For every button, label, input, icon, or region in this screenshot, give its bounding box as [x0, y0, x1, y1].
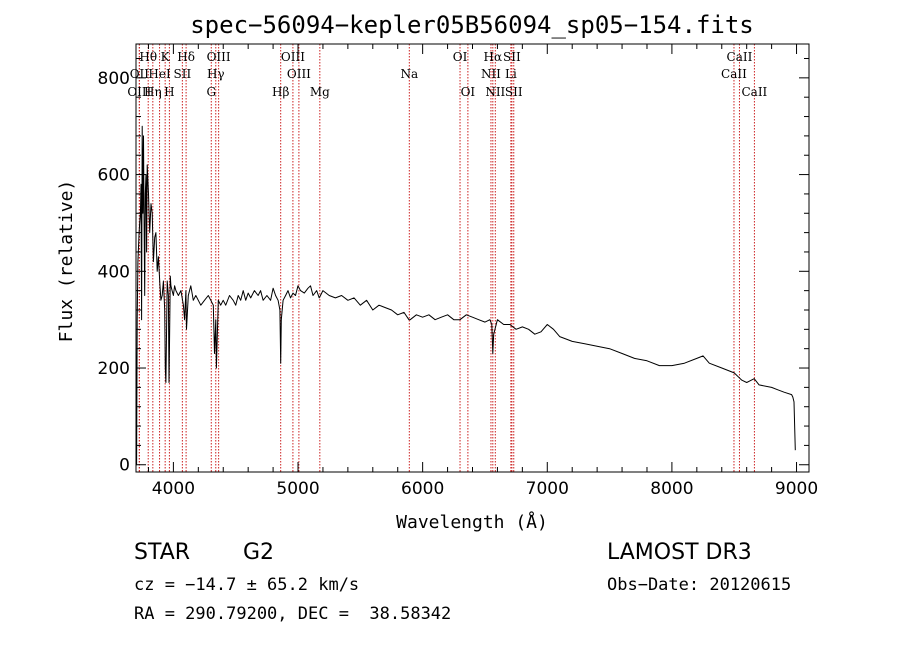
y-tick-label-2: 400 [98, 262, 130, 282]
plot-frame [135, 43, 810, 473]
line-label-19: Hη [144, 85, 162, 99]
line-label-12: Hγ [207, 67, 225, 81]
x-tick-label-5: 9000 [775, 479, 818, 499]
coordinates: RA = 290.79200, DEC = 38.58342 [134, 604, 452, 624]
line-label-2: Hδ [177, 50, 195, 64]
line-label-17: CaII [721, 67, 747, 81]
survey-name: LAMOST DR3 [607, 540, 752, 565]
object-subclass: G2 [243, 540, 275, 565]
line-label-18: OIII [127, 85, 151, 99]
line-label-6: Hα [484, 50, 503, 64]
line-label-4: OIII [281, 50, 305, 64]
line-label-24: OI [461, 85, 476, 99]
line-label-5: OI [453, 50, 468, 64]
x-tick-label-1: 5000 [276, 479, 319, 499]
line-label-10: HeI [148, 67, 171, 81]
line-label-26: SII [505, 85, 523, 99]
x-tick-label-3: 7000 [526, 479, 569, 499]
line-label-23: Mg [310, 85, 330, 99]
x-axis-title: Wavelength (Å) [396, 511, 548, 533]
line-label-14: Na [400, 67, 418, 81]
line-label-9: OII [130, 67, 150, 81]
axis-ticks: 4000 5000 6000 7000 8000 9000 0 200 400 600 800 [98, 44, 818, 499]
spectrum-chart: spec−56094−kepler05B56094_sp05−154.fits … [56, 11, 818, 533]
redshift-info: cz = −14.7 ± 65.2 km/s [134, 575, 360, 595]
line-label-0: Hθ [139, 50, 157, 64]
x-tick-label-2: 6000 [401, 479, 444, 499]
emission-line-markers [138, 44, 755, 472]
observation-date: Obs−Date: 20120615 [607, 575, 792, 595]
line-label-8: CaII [727, 50, 753, 64]
line-label-27: CaII [741, 85, 767, 99]
chart-title: spec−56094−kepler05B56094_sp05−154.fits [190, 11, 754, 39]
line-label-7: SII [503, 50, 521, 64]
x-tick-label-0: 4000 [152, 479, 195, 499]
line-label-25: NII [485, 85, 505, 99]
line-label-22: Hβ [272, 85, 289, 99]
line-label-21: G [206, 85, 216, 99]
line-label-3: OIII [207, 50, 231, 64]
y-tick-label-0: 0 [119, 456, 130, 476]
line-label-20: H [164, 85, 174, 99]
line-label-11: SII [174, 67, 192, 81]
x-tick-label-4: 8000 [650, 479, 693, 499]
y-tick-label-4: 800 [98, 69, 130, 89]
line-label-1: K [161, 50, 171, 64]
y-tick-label-1: 200 [98, 359, 130, 379]
object-class: STAR [134, 540, 191, 565]
line-label-16: Li [505, 67, 517, 81]
series-line-0 [135, 125, 796, 466]
line-label-13: OIII [287, 67, 311, 81]
y-axis-title: Flux (relative) [56, 180, 77, 343]
y-tick-label-3: 600 [98, 166, 130, 186]
line-label-15: NII [481, 67, 501, 81]
series-layer [135, 125, 796, 466]
